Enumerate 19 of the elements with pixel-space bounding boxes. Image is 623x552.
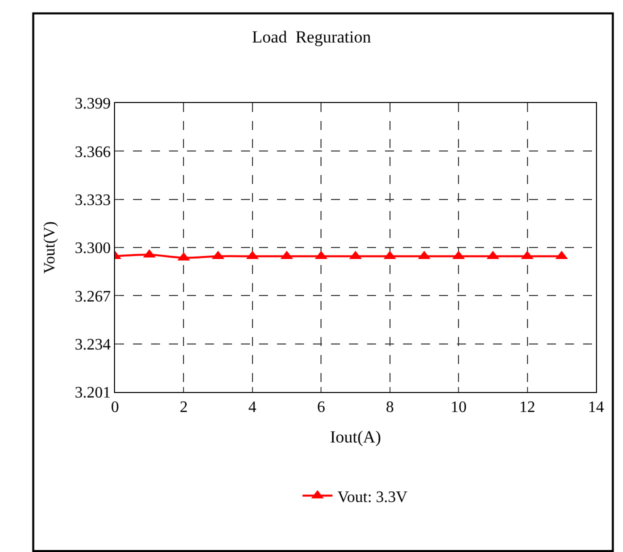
y-tick-label: 3.366: [74, 144, 111, 161]
y-tick-label: 3.201: [74, 384, 111, 402]
y-axis-title: Vout(V): [42, 221, 59, 274]
y-tick-label: 3.399: [74, 96, 111, 113]
x-tick-label: 0: [111, 399, 119, 416]
x-tick-label: 2: [180, 399, 188, 416]
x-tick-label: 8: [386, 399, 394, 416]
x-tick-label: 6: [317, 399, 326, 416]
x-tick-label: 10: [450, 399, 467, 416]
x-tick-label: 12: [519, 399, 536, 416]
y-tick-label: 3.300: [74, 240, 111, 258]
x-tick-label: 4: [248, 399, 256, 416]
y-tick-label: 3.333: [74, 192, 111, 209]
y-tick-label: 3.234: [74, 336, 111, 354]
chart-title: Load Reguration: [252, 27, 372, 46]
x-tick-label: 14: [588, 399, 604, 416]
legend-label: Vout: 3.3V: [338, 488, 408, 506]
x-axis-title: Iout(A): [330, 428, 381, 447]
y-tick-label: 3.267: [74, 288, 111, 306]
